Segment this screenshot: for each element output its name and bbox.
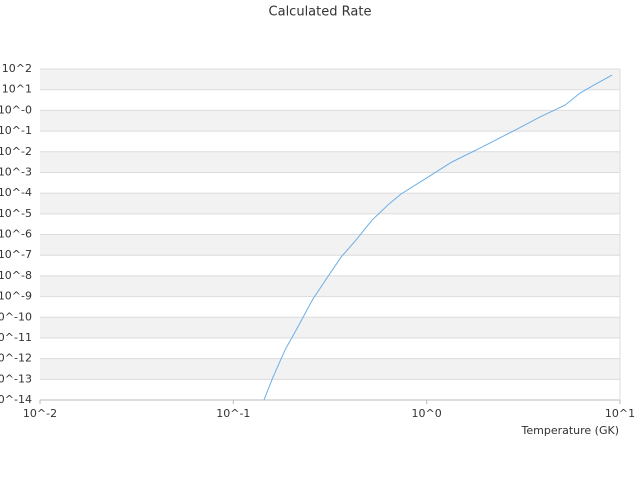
y-tick-label: 10^-6 xyxy=(0,228,32,241)
y-tick-label: 10^-14 xyxy=(0,393,32,406)
x-tick-label: 10^-2 xyxy=(23,407,57,420)
plot-band xyxy=(40,110,620,132)
x-tick-label: 10^-1 xyxy=(216,407,250,420)
plot-band xyxy=(40,275,620,297)
y-tick-label: 10^-9 xyxy=(0,290,32,303)
y-tick-label: 10^-8 xyxy=(0,269,32,282)
y-tick-label: 10^-7 xyxy=(0,248,32,261)
data-line xyxy=(263,74,613,401)
y-tick-label: 10^-1 xyxy=(0,124,32,137)
y-tick-label: 10^-10 xyxy=(0,310,32,323)
y-tick-label: 10^-4 xyxy=(0,186,32,199)
y-tick-label: 10^-3 xyxy=(0,165,32,178)
y-tick-label: 10^-13 xyxy=(0,372,32,385)
plot-bands xyxy=(40,69,620,380)
plot-band xyxy=(40,317,620,338)
plot-band xyxy=(40,234,620,256)
y-tick-label: 10^-5 xyxy=(0,207,32,220)
chart-title: Calculated Rate xyxy=(269,5,372,20)
y-tick-label: 10^-12 xyxy=(0,352,32,365)
x-tick-label: 10^1 xyxy=(605,407,635,420)
y-tick-label: 10^-2 xyxy=(0,145,32,158)
y-tick-label: 10^1 xyxy=(2,83,32,96)
y-tick-label: 10^-0 xyxy=(0,103,32,116)
plot-band xyxy=(40,69,620,90)
y-tick-label: 10^-11 xyxy=(0,331,32,344)
plot-band xyxy=(40,151,620,173)
plot-band xyxy=(40,358,620,380)
x-tick-label: 10^0 xyxy=(412,407,442,420)
y-tick-label: 10^2 xyxy=(2,62,32,75)
x-axis-label: Temperature (GK) xyxy=(521,424,620,437)
plot-band xyxy=(40,193,620,214)
